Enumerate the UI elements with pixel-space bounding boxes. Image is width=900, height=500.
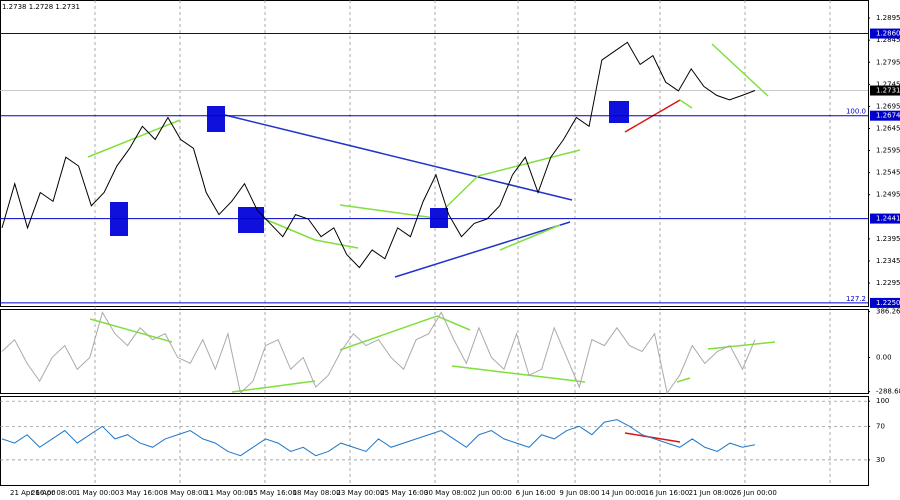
x-tick-label: 15 May 16:00 [249,489,297,497]
series-line [1,419,756,457]
series-line [1,311,756,395]
level-label-bg [870,110,900,121]
y-tick-label: -288.682 [876,388,900,396]
x-tick-label: 26 Jun 00:00 [732,489,776,497]
y-tick-label: 1.2795 [876,58,900,66]
x-tick-label: 18 May 08:00 [293,489,341,497]
x-tick-label: 30 May 08:00 [424,489,472,497]
y-tick-label: 1.2345 [876,257,900,265]
level-label: 1.2860 [876,30,900,38]
level-label-bg [870,213,900,224]
x-tick-label: 11 May 00:00 [205,489,253,497]
x-tick-label: 23 May 00:00 [336,489,384,497]
annotations [87,43,776,443]
x-tick-label: 6 Jun 16:00 [516,489,556,497]
cci-panel [0,309,869,394]
fib-label: 100.0 [846,108,866,116]
x-tick-label: 3 May 16:00 [120,489,164,497]
y-tick-label: 1.2545 [876,169,900,177]
price-panel [0,0,869,307]
x-tick-label: 8 May 08:00 [163,489,207,497]
header: 1.2738 1.2728 1.2731 [2,3,80,11]
x-tick-label: 16 Jun 16:00 [645,489,689,497]
y-tick-label: 1.2395 [876,235,900,243]
x-tick-label: 25 May 16:00 [380,489,428,497]
x-tick-label: 14 Jun 00:00 [601,489,645,497]
current-price-bg [870,85,900,96]
time-grid [94,0,831,486]
current-price-label: 1.2731 [876,87,900,95]
y-tick-label: 1.2745 [876,80,900,88]
y-tick-label: 70 [876,422,885,430]
level-label-bg [870,28,900,39]
x-tick-label: 2 Jun 00:00 [472,489,512,497]
x-tick-label: 9 Jun 08:00 [559,489,599,497]
series-line [1,41,756,269]
y-tick-label: 30 [876,456,885,464]
y-tick-label: 1.2495 [876,191,900,199]
level-label-bg [870,297,900,308]
x-tick-label: 21 Apr 16:00 [10,489,56,497]
y-tick-label: 1.2695 [876,102,900,110]
x-tick-label: 1 May 00:00 [76,489,120,497]
y-tick-label: 1.2295 [876,279,900,287]
y-tick-label: 1.2595 [876,147,900,155]
y-tick-label: 386.2645 [876,308,900,316]
y-tick-label: 1.2845 [876,36,900,44]
y-tick-label: 100 [876,397,889,405]
y-tick-label: 1.2895 [876,14,900,22]
fib-label: 127.2 [846,295,866,303]
x-tick-label: 21 Jun 08:00 [689,489,733,497]
y-tick-label: 0.00 [876,353,892,361]
rsi-panel [0,396,869,486]
level-label: 1.2674 [876,112,900,120]
level-label: 1.2250 [876,299,900,307]
y-tick-label: 1.2645 [876,124,900,132]
x-tick-label: 26 Apr 08:00 [31,489,77,497]
level-label: 1.2441 [876,215,900,223]
